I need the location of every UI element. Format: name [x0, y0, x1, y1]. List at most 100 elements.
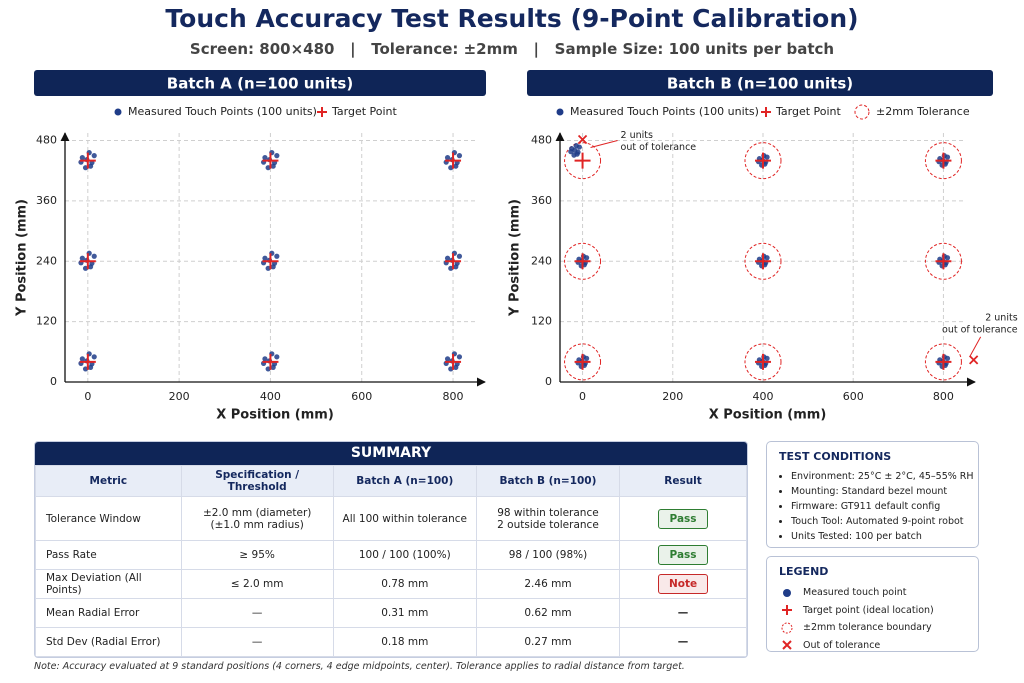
touch-point [262, 356, 268, 362]
table-row: Tolerance Window ±2.0 mm (diameter) (±1.0… [35, 496, 747, 541]
table-cell: Tolerance Window [35, 496, 182, 541]
result-cell: Pass [619, 496, 747, 541]
box-title: TEST CONDITIONS [779, 450, 892, 463]
table-row: Mean Radial Error —0.31 mm 0.62 mm — [35, 598, 747, 628]
target-point [445, 253, 462, 270]
x-tick-label: 600 [843, 390, 864, 403]
legend-text: Out of tolerance [803, 639, 881, 651]
annotation: 2 units [985, 312, 1017, 323]
result-cell: — [619, 598, 747, 628]
legend-row: ±2mm tolerance boundary [767, 619, 978, 637]
outlier-point [577, 134, 588, 145]
chart-title: Batch A (n=100 units) [167, 75, 353, 93]
condition-item: Environment: 25°C ± 2°C, 45–55% RH [791, 469, 978, 484]
target-point [935, 152, 952, 169]
target-point [574, 253, 591, 270]
x-tick-label: 0 [84, 390, 91, 403]
condition-item: Units Tested: 100 per batch [791, 529, 978, 544]
annotation-leader [969, 336, 982, 358]
touch-point [456, 153, 463, 159]
legend-label: ±2mm Tolerance [876, 105, 970, 118]
y-tick-label: 240 [531, 254, 552, 267]
legend-icon [782, 640, 792, 650]
x-tick-label: 200 [169, 390, 190, 403]
target-point [262, 353, 279, 370]
table-cell: All 100 within tolerance [332, 496, 477, 541]
target-point [935, 253, 952, 270]
legend-marker [761, 107, 771, 117]
page-subtitle: Screen: 800×480 | Tolerance: ±2mm | Samp… [189, 40, 835, 58]
page-title: Touch Accuracy Test Results (9-Point Cal… [165, 4, 859, 33]
result-badge: Pass [658, 545, 709, 565]
target-point [574, 152, 591, 169]
y-tick-label: 360 [36, 194, 57, 207]
target-point [79, 353, 96, 370]
legend-row: Out of tolerance [767, 637, 978, 655]
touch-point [456, 253, 463, 259]
target-point [262, 253, 279, 270]
touch-point [262, 155, 268, 161]
target-point [754, 253, 771, 270]
legend-marker [317, 107, 327, 117]
annotation-leader [590, 140, 618, 149]
annotation: out of tolerance [942, 324, 1018, 335]
touch-point [444, 356, 451, 362]
tolerance-ring [564, 142, 602, 180]
legend-marker [854, 104, 870, 120]
legend-label: Measured Touch Points (100 units) [570, 105, 759, 118]
legend-icon [783, 588, 791, 597]
tolerance-ring [924, 242, 962, 280]
legend-icon [781, 622, 793, 634]
touch-point [453, 364, 459, 371]
y-tick-label: 120 [36, 315, 57, 328]
x-tick-label: 400 [752, 390, 773, 403]
header-cell: Specification / Threshold [180, 465, 334, 497]
footnote: Note: Accuracy evaluated at 9 standard p… [34, 661, 685, 672]
header-cell: Batch B (n=100) [475, 465, 621, 497]
legend-marker [114, 108, 122, 116]
table-cell: 2.46 mm [475, 569, 621, 599]
table-row: Pass Rate ≥ 95% 100 / 100 (100%) 98 / 100 (… [35, 540, 747, 570]
table-header-row: Metric Specification / Threshold Batch A (… [35, 465, 747, 497]
legend-label: Target Point [331, 105, 398, 118]
table-cell: Mean Radial Error [35, 598, 182, 628]
touch-point [79, 255, 85, 261]
target-point [445, 152, 462, 169]
tolerance-ring [744, 343, 782, 381]
condition-item: Mounting: Standard bezel mount [791, 484, 978, 499]
legend-text: ±2mm tolerance boundary [803, 622, 932, 634]
header-cell: Result [619, 465, 747, 497]
table-cell: ≤ 2.0 mm [180, 569, 334, 599]
table-cell: 0.31 mm [332, 598, 477, 628]
touch-point [87, 264, 94, 270]
summary-title: SUMMARY [35, 442, 747, 465]
panel-header [527, 70, 993, 96]
table-cell: 0.78 mm [332, 569, 477, 599]
table: Metric Specification / Threshold Batch A (… [35, 465, 747, 657]
condition-item: Firmware: GT911 default config [791, 499, 978, 514]
tolerance-ring [924, 142, 962, 180]
y-axis-label: Y Position (mm) [508, 199, 523, 317]
tolerance-ring [744, 142, 782, 180]
touch-point [574, 151, 580, 157]
result-badge: — [677, 607, 689, 619]
target-point [79, 152, 96, 169]
legend-text: Measured touch point [803, 587, 907, 599]
result-badge: — [677, 636, 689, 648]
table-cell: Max Deviation (All Points) [35, 569, 182, 599]
x-tick-label: 400 [260, 390, 281, 403]
touch-point [91, 253, 97, 259]
legend-text: Target point (ideal location) [803, 604, 934, 616]
result-cell: Pass [619, 540, 747, 570]
table-cell: — [180, 598, 334, 628]
box-title: LEGEND [779, 565, 829, 578]
legend-marker [556, 108, 564, 116]
touch-point [572, 147, 578, 153]
tolerance-ring [744, 242, 782, 280]
table-cell: 100 / 100 (100%) [332, 540, 477, 570]
table-cell: ±2.0 mm (diameter) (±1.0 mm radius) [180, 496, 334, 541]
header-cell: Batch A (n=100) [332, 465, 477, 497]
result-cell: Note [619, 569, 747, 599]
touch-point [91, 153, 97, 159]
table-cell: Pass Rate [35, 540, 182, 570]
